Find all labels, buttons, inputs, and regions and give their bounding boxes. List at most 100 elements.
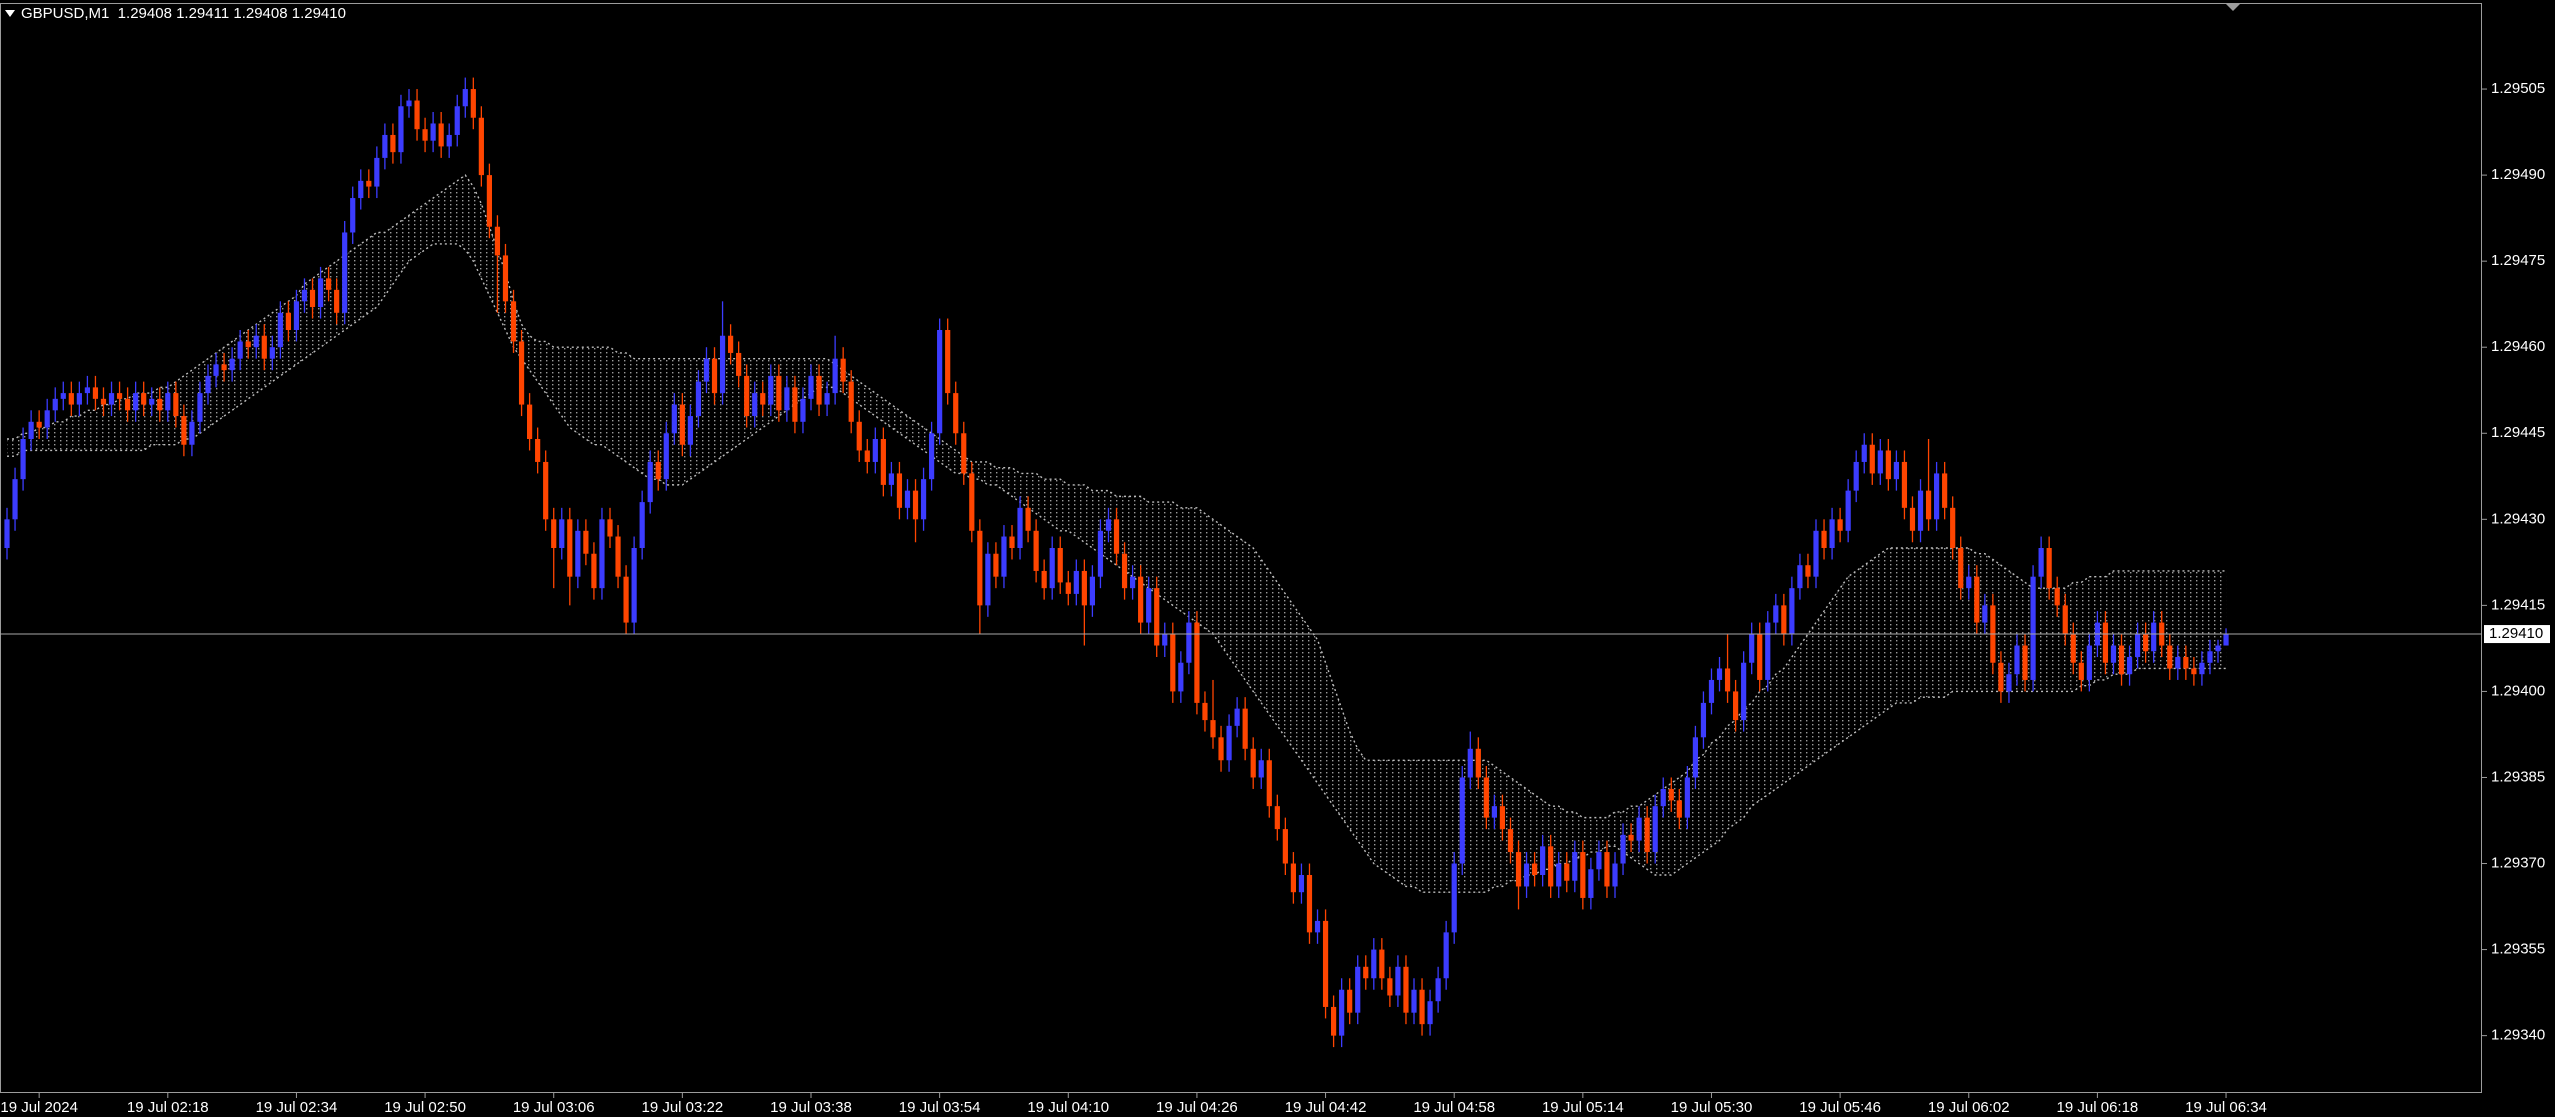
x-tick-label: 19 Jul 03:22	[641, 1099, 723, 1116]
x-tick-label: 19 Jul 05:30	[1671, 1099, 1753, 1116]
candle-body	[856, 421, 862, 451]
candle-body	[422, 129, 428, 141]
candle-body	[1540, 846, 1546, 875]
candle-body	[1757, 634, 1763, 680]
candle-body	[1636, 817, 1642, 841]
candle-body	[1893, 461, 1899, 480]
x-tick-label: 19 Jul 05:14	[1542, 1099, 1624, 1116]
candle-body	[486, 175, 492, 227]
candle-body	[44, 410, 50, 428]
candle-body	[2151, 622, 2157, 652]
candle-body	[189, 421, 195, 445]
candle-body	[969, 473, 975, 531]
candle-body	[776, 375, 782, 411]
x-tick-label: 19 Jul 04:58	[1413, 1099, 1495, 1116]
y-tick-label: 1.29400	[2491, 682, 2545, 699]
candle-body	[1306, 875, 1313, 933]
candle-body	[92, 387, 99, 399]
shift-marker[interactable]	[2226, 4, 2240, 11]
candle-body	[1451, 863, 1457, 933]
candle-body	[1580, 852, 1586, 898]
candle-body	[2183, 657, 2189, 669]
candle-body	[912, 490, 919, 520]
candle-body	[543, 461, 549, 520]
candle-body	[1733, 691, 1739, 721]
candle-body	[1925, 490, 1932, 520]
candle-body	[1523, 863, 1530, 887]
candle-body	[430, 123, 436, 141]
candle-body	[2102, 622, 2109, 663]
candle-body	[977, 530, 983, 606]
y-tick-label: 1.29475	[2491, 252, 2545, 269]
menu-triangle[interactable]	[5, 10, 15, 17]
candle-body	[1676, 800, 1682, 818]
candle-body	[237, 341, 243, 359]
candle-body	[1596, 852, 1602, 870]
candle-body	[1162, 634, 1168, 646]
candle-body	[1033, 530, 1039, 571]
x-tick-label: 19 Jul 03:54	[899, 1099, 981, 1116]
candle-body	[2022, 645, 2028, 680]
candle-body	[518, 341, 525, 405]
candle-body	[953, 393, 959, 434]
x-tick-label: 19 Jul 06:18	[2057, 1099, 2139, 1116]
candle-body	[703, 358, 710, 382]
candle-body	[599, 519, 605, 589]
candle-body	[1741, 662, 1747, 721]
candle-body	[1781, 605, 1787, 635]
candle-body	[1258, 760, 1264, 778]
candle-body	[1515, 852, 1522, 887]
candle-body	[1773, 605, 1779, 623]
candle-body	[165, 393, 171, 411]
candle-body	[1347, 989, 1353, 1013]
x-tick-label: 19 Jul 03:38	[770, 1099, 852, 1116]
candle-body	[1901, 461, 1908, 508]
candle-body	[125, 398, 131, 411]
candle-body	[1507, 829, 1514, 853]
candle-body	[1942, 473, 1948, 508]
candle-body	[808, 375, 814, 399]
candle-body	[1009, 536, 1015, 548]
candle-body	[824, 393, 830, 405]
candle-body	[366, 180, 372, 187]
candle-body	[1403, 966, 1409, 1013]
candle-body	[2191, 668, 2197, 675]
y-tick-label: 1.29430	[2491, 510, 2545, 527]
candle-body	[929, 433, 935, 480]
candle-body	[20, 439, 26, 480]
candle-body	[358, 180, 364, 199]
candle-body	[864, 450, 870, 462]
candle-body	[985, 553, 991, 606]
candle-body	[277, 312, 283, 348]
candle-body	[1749, 634, 1755, 663]
candle-body	[1170, 634, 1176, 692]
candle-body	[744, 375, 750, 417]
candle-body	[1805, 565, 1811, 577]
x-tick-label: 19 Jul 02:50	[384, 1099, 466, 1116]
candle-body	[1001, 536, 1007, 577]
candle-body	[1499, 806, 1506, 830]
y-tick-label: 1.29445	[2491, 424, 2545, 441]
candle-body	[52, 398, 58, 411]
candle-body	[1331, 1006, 1337, 1036]
plot-layer: 1.29505 1.29490 1.29475 1.29460 1.29445 1.294…	[0, 77, 2550, 1116]
candle-body	[141, 393, 147, 405]
x-tick-label: 19 Jul 04:42	[1285, 1099, 1367, 1116]
candle-body	[342, 232, 348, 313]
candle-body	[1909, 507, 1916, 531]
candle-body	[937, 330, 943, 434]
candle-body	[551, 519, 557, 548]
candle-body	[245, 341, 251, 348]
x-tick-label: 19 Jul 06:34	[2185, 1099, 2267, 1116]
candle-body	[108, 393, 115, 405]
candle-body	[961, 433, 967, 474]
candle-body	[494, 226, 501, 256]
candle-body	[326, 278, 332, 290]
candle-body	[945, 330, 951, 394]
candle-body	[1668, 788, 1674, 801]
y-tick-label: 1.29385	[2491, 768, 2545, 785]
candle-body	[1073, 570, 1079, 594]
candle-body	[1379, 949, 1385, 979]
candle-body	[462, 89, 468, 107]
